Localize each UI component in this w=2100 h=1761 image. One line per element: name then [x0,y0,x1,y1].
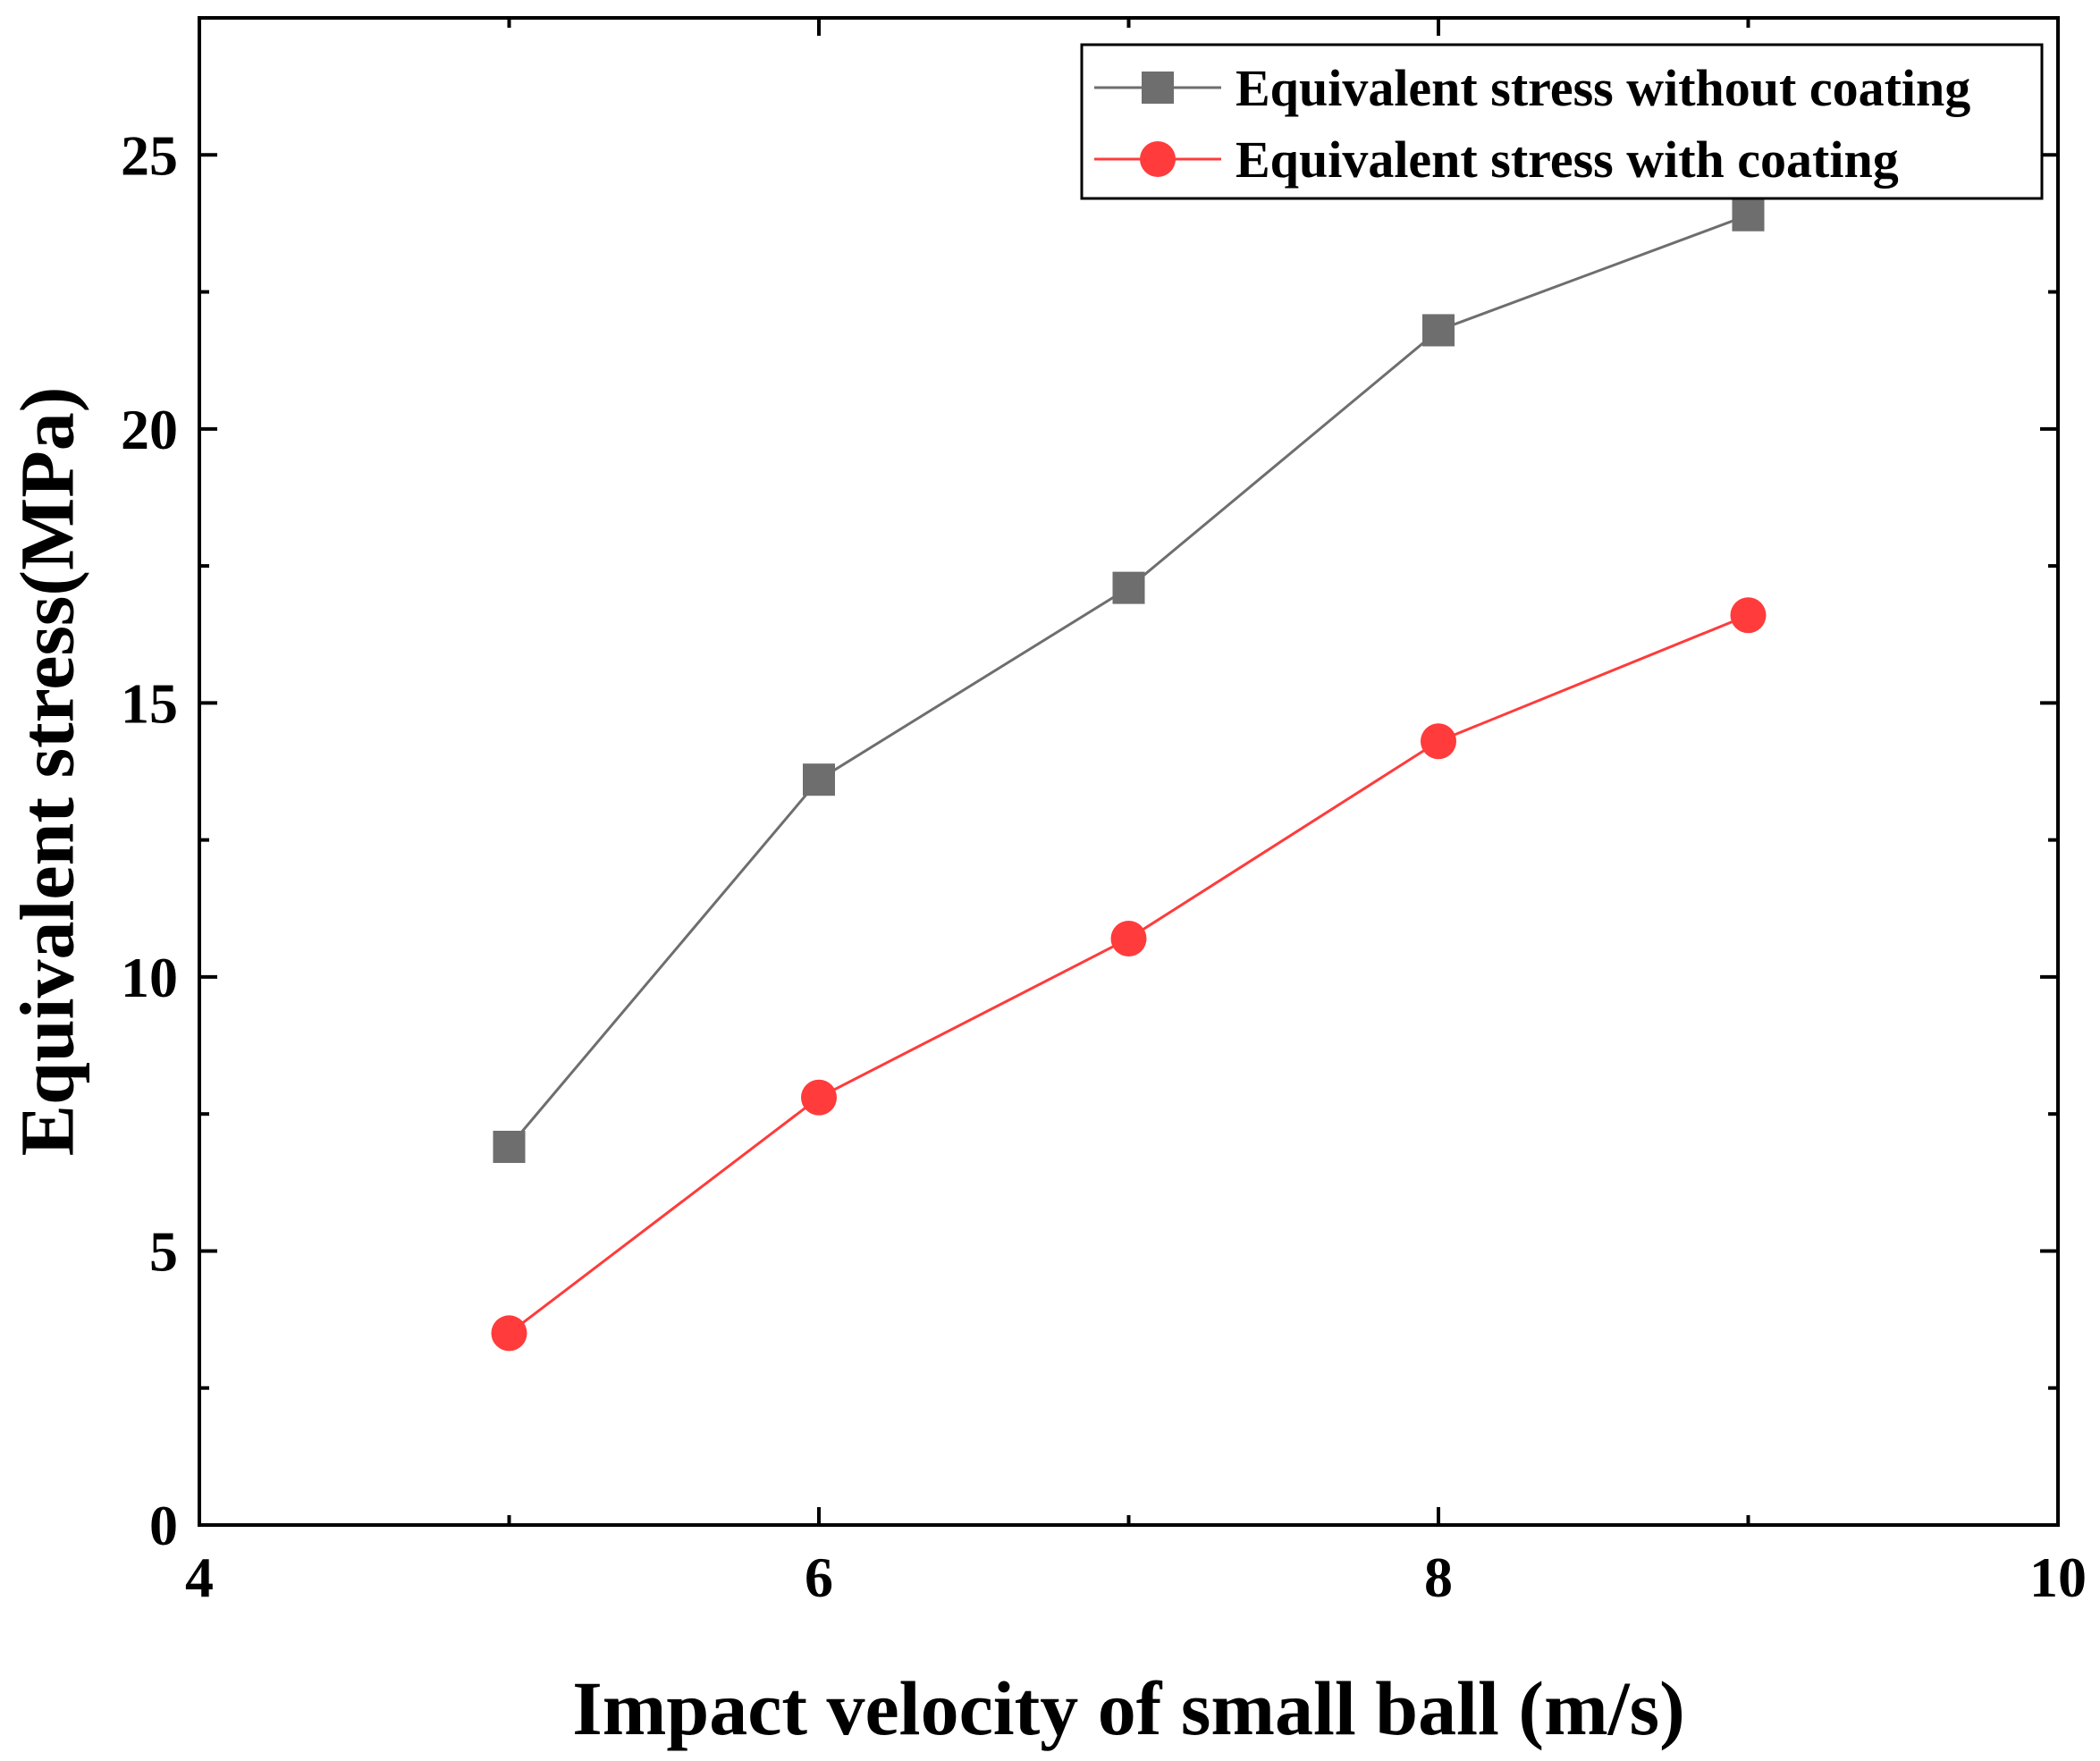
circle-marker [491,1315,527,1352]
y-tick-label: 20 [121,398,178,461]
x-tick-label: 4 [185,1546,214,1609]
plot-border [198,16,2060,1527]
x-tick-label: 10 [2029,1546,2087,1609]
series-line [508,613,1750,1335]
circle-marker [1421,723,1456,760]
square-marker [803,763,835,796]
circle-marker [1730,597,1767,634]
circle-marker [801,1079,837,1116]
legend-label: Equivalent stress with coating [1236,131,1899,189]
x-tick-label: 8 [1424,1546,1453,1609]
square-marker [1112,571,1145,604]
axis-labels: Impact velocity of small ball (m/s) Equi… [4,387,1685,1751]
series-1 [493,198,1765,1163]
circle-marker [1110,920,1147,956]
data-series [491,198,1767,1352]
series-2 [491,597,1767,1352]
square-marker [493,1130,526,1163]
y-tick-label: 25 [121,123,178,187]
legend-square-marker [1142,72,1174,104]
square-marker [1422,314,1455,347]
legend-label: Equivalent stress without coating [1236,59,1970,117]
legend-circle-marker [1140,141,1176,177]
legend: Equivalent stress without coating Equival… [1080,43,2044,200]
square-marker [1732,198,1765,232]
x-tick-label: 6 [805,1546,833,1609]
y-axis-title: Equivalent stress(MPa) [4,387,90,1157]
y-tick-label: 5 [149,1219,178,1283]
plot-frame [198,16,2060,1527]
y-tick-label: 0 [149,1494,178,1557]
series-line [508,214,1750,1148]
x-axis-title: Impact velocity of small ball (m/s) [572,1665,1684,1751]
axis-ticks: 4 6 8 10 0 5 10 15 20 25 [121,18,2087,1609]
y-tick-label: 15 [121,671,178,735]
y-tick-label: 10 [121,946,178,1009]
legend-box [1080,43,2044,200]
